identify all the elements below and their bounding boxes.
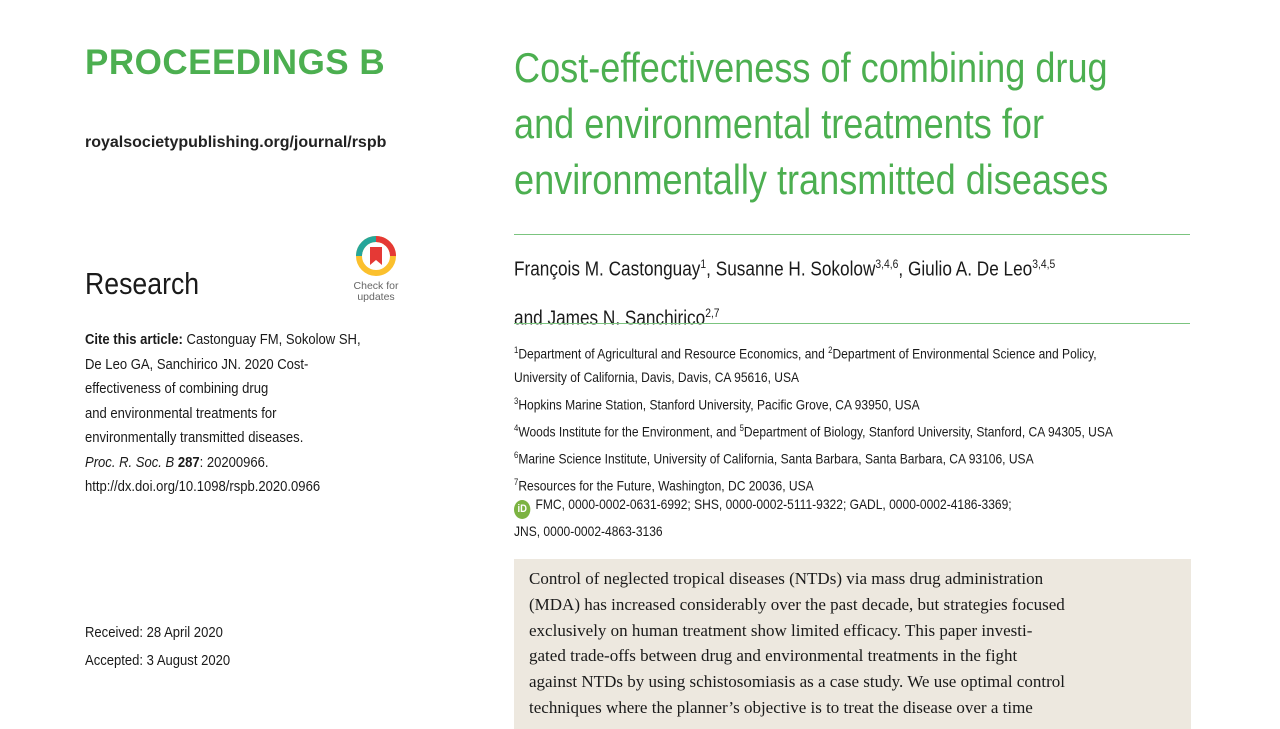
check-updates-line2: updates [357,291,395,303]
author-separator: , [706,258,716,281]
citation-line: effectiveness of combining drug [85,381,269,397]
orcid-line[interactable]: JNS, 0000-0002-4863-3136 [514,523,663,539]
title-line: Cost-effectiveness of combining drug [514,44,1108,91]
abstract-line: Control of neglected tropical diseases (… [529,569,1044,588]
orcid-icon[interactable]: iD [514,500,531,519]
journal-abbrev: Proc. R. Soc. B [85,454,175,471]
affiliation-line: 4Woods Institute for the Environment, an… [514,417,1185,444]
orcid-ids[interactable]: FMC, 0000-0002-0631-6992; SHS, 0000-0002… [535,496,1012,512]
affiliation-line: 6Marine Science Institute, University of… [514,444,1185,471]
affil-sup: 6 [514,449,519,460]
affil-sup: 4 [514,422,519,433]
volume: 287 [177,454,200,471]
affil-text: Marine Science Institute, University of … [518,450,1034,467]
author-name[interactable]: and James N. Sanchirico [514,307,706,330]
citation-line: Cite this article: Castonguay FM, Sokolo… [85,328,382,353]
affil-text: Hopkins Marine Station, Stanford Univers… [518,396,920,413]
abstract-line: gated trade-offs between drug and enviro… [529,646,1018,666]
author-line: François M. Castonguay1, Susanne H. Soko… [514,243,1168,292]
affil-sup: 7 [514,477,519,488]
affil-text: Woods Institute for the Environment, and [518,423,740,440]
authors-divider [514,323,1190,324]
author-affil-sup: 3,4,6 [875,257,899,271]
citation-line: environmentally transmitted diseases. [85,430,304,446]
author-name[interactable]: François M. Castonguay [514,258,701,281]
title-line: and environmental treatments for [514,100,1045,147]
accepted-date: Accepted: 3 August 2020 [85,653,231,669]
affiliation-line: 1Department of Agricultural and Resource… [514,339,1185,366]
section-label: Research [85,266,200,301]
citation-block: Cite this article: Castonguay FM, Sokolo… [85,328,382,500]
received-date: Received: 28 April 2020 [85,625,223,641]
abstract-line: exclusively on human treatment show limi… [529,620,1033,640]
citation-text: Castonguay FM, Sokolow SH, [186,332,361,348]
title-divider [514,234,1190,235]
affil-sup: 5 [739,422,744,433]
doi-link[interactable]: http://dx.doi.org/10.1098/rspb.2020.0966 [85,479,321,495]
affil-text: Department of Environmental Science and … [832,345,1097,362]
affil-text: Department of Agricultural and Resource … [518,345,829,362]
affil-sup: 2 [828,345,833,355]
citation-label: Cite this article: [85,332,183,348]
affil-text: Resources for the Future, Washington, DC… [518,477,814,494]
author-affil-sup: 2,7 [705,305,720,320]
affil-sup: 3 [514,395,519,406]
citation-line: and environmental treatments for [85,405,277,422]
abstract-line: (MDA) has increased considerably over th… [529,594,1065,614]
journal-url[interactable]: royalsocietypublishing.org/journal/rspb [85,134,387,151]
abstract-line: techniques where the planner’s objective… [529,697,1033,717]
author-name[interactable]: Susanne H. Sokolow [715,258,876,281]
dates-block: Received: 28 April 2020 Accepted: 3 Augu… [85,619,230,675]
affil-sup: 1 [514,345,519,355]
abstract-line: against NTDs by using schistosomiasis as… [529,672,1065,692]
author-affil-sup: 3,4,5 [1032,257,1056,271]
author-name[interactable]: Giulio A. De Leo [907,258,1033,281]
author-affil-sup: 1 [700,257,707,271]
check-updates-label: Check for updates [345,281,407,303]
citation-line: De Leo GA, Sanchirico JN. 2020 Cost- [85,356,309,373]
check-updates-icon [355,235,397,277]
affiliation-line: University of California, Davis, Davis, … [514,366,1185,390]
abstract-box [514,559,1191,729]
affil-text: Department of Biology, Stanford Universi… [743,423,1113,440]
abstract-text: Control of neglected tropical diseases (… [529,566,1177,721]
check-for-updates-badge[interactable]: Check for updates [345,235,407,303]
title-line: environmentally transmitted diseases [514,156,1109,203]
article-number: : 20200966. [199,454,269,471]
author-list: François M. Castonguay1, Susanne H. Soko… [514,243,1168,340]
affiliation-line: 3Hopkins Marine Station, Stanford Univer… [514,390,1185,417]
article-title: Cost-effectiveness of combining drug and… [514,40,1116,208]
journal-name: PROCEEDINGS B [85,43,386,82]
orcid-block: iD FMC, 0000-0002-0631-6992; SHS, 0000-00… [514,492,1116,544]
citation-journal-line: Proc. R. Soc. B 287: 20200966. [85,451,382,476]
author-line: and James N. Sanchirico2,7 [514,292,1168,341]
check-updates-line1: Check for [353,280,399,292]
orcid-line: iD FMC, 0000-0002-0631-6992; SHS, 0000-00… [514,492,1116,519]
author-separator: , [898,258,908,281]
affiliations: 1Department of Agricultural and Resource… [514,339,1185,498]
affil-text: University of California, Davis, Davis, … [514,369,800,386]
affiliation-line: 7Resources for the Future, Washington, D… [514,471,1185,498]
